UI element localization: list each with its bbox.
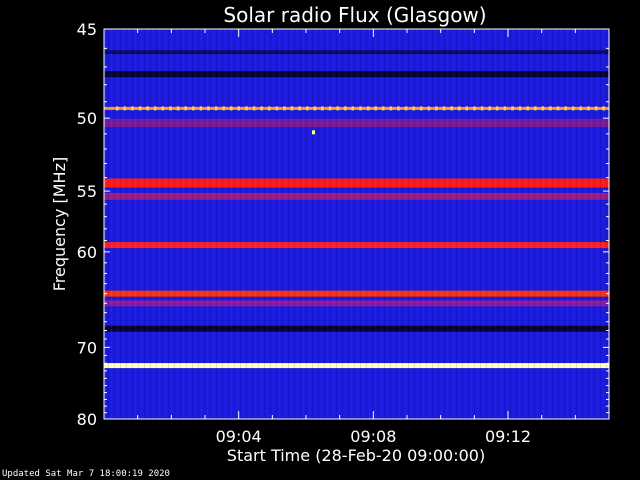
interference-dot — [260, 106, 263, 111]
interference-dot — [306, 106, 309, 111]
interference-dot — [154, 106, 157, 111]
interference-dot — [534, 106, 537, 111]
interference-dot — [207, 106, 210, 111]
plot-area — [103, 28, 610, 420]
interference-dot — [321, 106, 324, 111]
interference-dot — [488, 106, 491, 111]
interference-dot — [450, 106, 453, 111]
interference-dot — [328, 106, 332, 111]
interference-dot — [298, 106, 301, 111]
interference-dot — [344, 106, 347, 111]
x-axis-label: Start Time (28-Feb-20 09:00:00) — [227, 446, 485, 465]
y-axis-label: Frequency [MHz] — [50, 157, 69, 291]
interference-dot — [404, 106, 408, 111]
y-axis: 45 50 55 60 70 80 — [77, 20, 609, 429]
interference-dot — [549, 106, 552, 111]
interference-dot — [290, 106, 294, 111]
interference-dot — [465, 106, 469, 111]
y-tick-label: 70 — [77, 338, 97, 357]
interference-dot — [435, 106, 438, 111]
updated-timestamp: Updated Sat Mar 7 18:00:19 2020 — [2, 469, 170, 479]
interference-dot — [412, 106, 415, 111]
y-tick-label: 60 — [77, 243, 97, 262]
interference-dot — [496, 106, 499, 111]
interference-dot — [192, 106, 195, 111]
interference-dot — [245, 106, 248, 111]
x-axis: 09:04 09:08 09:12 — [137, 29, 576, 446]
y-tick-label: 45 — [77, 20, 97, 39]
interference-dot — [230, 106, 233, 111]
interference-dot — [169, 106, 172, 111]
y-tick-label: 55 — [77, 182, 97, 201]
chart-title: Solar radio Flux (Glasgow) — [223, 3, 486, 27]
interference-dot — [602, 106, 605, 111]
interference-dot — [252, 106, 256, 111]
interference-blips — [116, 106, 605, 135]
interference-dot — [366, 106, 370, 111]
y-tick-label: 80 — [77, 410, 97, 429]
plot-frame — [103, 28, 610, 420]
interference-dot — [313, 106, 317, 111]
interference-dot — [222, 106, 225, 111]
interference-dot — [397, 106, 400, 111]
interference-dot — [518, 106, 522, 111]
interference-dot — [199, 106, 203, 111]
interference-dot — [214, 106, 218, 111]
interference-dot — [382, 106, 385, 111]
x-tick-label: 09:04 — [216, 427, 262, 446]
interference-dot — [138, 106, 142, 111]
interference-dot — [526, 106, 529, 111]
interference-dot — [359, 106, 362, 111]
interference-dot — [131, 106, 134, 111]
interference-dot — [275, 106, 279, 111]
interference-dot — [503, 106, 507, 111]
interference-dot — [351, 106, 355, 111]
interference-dot — [564, 106, 567, 111]
x-tick-label: 09:12 — [485, 427, 531, 446]
interference-dot — [176, 106, 180, 111]
interference-dot — [579, 106, 583, 111]
interference-dot — [572, 106, 575, 111]
interference-dot — [237, 106, 241, 111]
interference-dot — [420, 106, 423, 111]
interference-dot — [473, 106, 476, 111]
interference-dot — [511, 106, 514, 111]
interference-dot — [587, 106, 590, 111]
interference-dot — [442, 106, 446, 111]
interference-dot — [184, 106, 187, 111]
interference-dot — [556, 106, 560, 111]
interference-dot — [480, 106, 484, 111]
interference-dot — [374, 106, 377, 111]
interference-dot — [427, 106, 431, 111]
interference-spot — [312, 130, 315, 135]
plot-texture — [104, 29, 609, 419]
interference-dot — [336, 106, 339, 111]
x-tick-label: 09:08 — [350, 427, 396, 446]
interference-dot — [116, 106, 119, 111]
interference-dot — [146, 106, 149, 111]
interference-dot — [594, 106, 598, 111]
interference-dot — [389, 106, 393, 111]
interference-dot — [283, 106, 286, 111]
y-tick-label: 50 — [77, 109, 97, 128]
interference-dot — [458, 106, 461, 111]
interference-dot — [123, 106, 127, 111]
interference-dot — [268, 106, 271, 111]
interference-dot — [161, 106, 165, 111]
interference-dot — [541, 106, 545, 111]
